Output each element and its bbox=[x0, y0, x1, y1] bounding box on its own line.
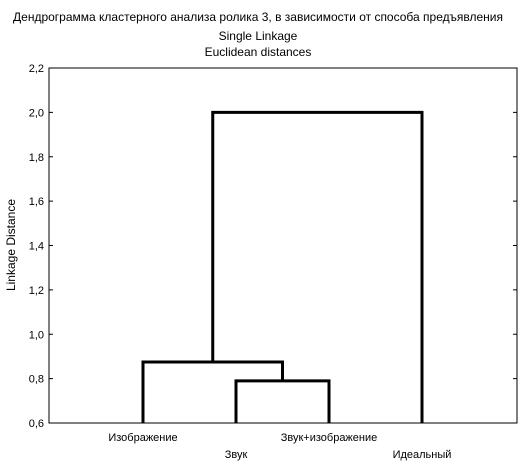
leaf-labels: Изображение Звук Звук+изображение Идеальный bbox=[108, 432, 451, 461]
leaf-label: Идеальный bbox=[393, 449, 452, 461]
y-tick-label: 0,8 bbox=[29, 374, 44, 386]
y-tick-label: 2,2 bbox=[29, 63, 44, 75]
chart-subtitle-linkage: Single Linkage bbox=[219, 29, 298, 43]
leaf-label: Звук+изображение bbox=[281, 432, 378, 444]
dendrogram-links bbox=[141, 110, 424, 423]
dendrogram-link bbox=[211, 110, 424, 423]
y-tick-label: 1,6 bbox=[29, 196, 44, 208]
dendrogram-link bbox=[234, 379, 331, 423]
y-tick-label: 2,0 bbox=[29, 107, 44, 119]
dendrogram-link bbox=[141, 360, 284, 423]
y-tick-label: 1,8 bbox=[29, 152, 44, 164]
chart-title: Дендрограмма кластерного анализа ролика … bbox=[13, 10, 503, 24]
leaf-label: Изображение bbox=[108, 432, 177, 444]
chart-subtitle-distance: Euclidean distances bbox=[205, 45, 312, 59]
y-axis-ticks: 2,2 2,0 1,8 1,6 1,4 1,2 1,0 0,8 0,6 bbox=[29, 63, 517, 430]
y-axis-label: Linkage Distance bbox=[4, 199, 18, 291]
y-tick-label: 1,2 bbox=[29, 285, 44, 297]
y-tick-label: 1,4 bbox=[29, 241, 44, 253]
y-tick-label: 0,6 bbox=[29, 418, 44, 430]
leaf-label: Звук bbox=[225, 449, 248, 461]
y-tick-label: 1,0 bbox=[29, 329, 44, 341]
